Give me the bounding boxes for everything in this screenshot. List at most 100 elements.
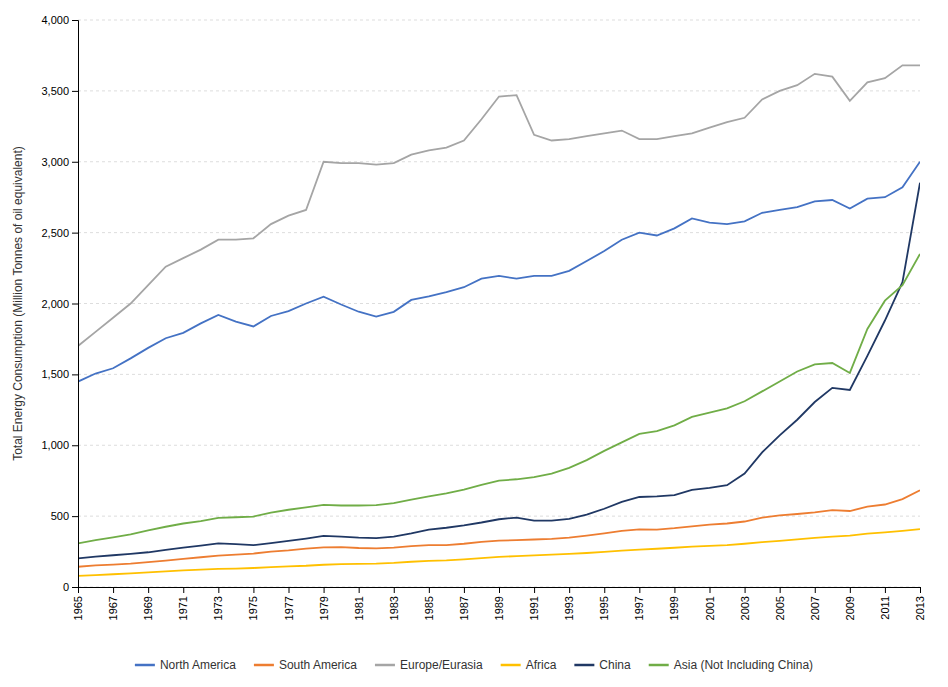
- x-tick-mark: [429, 587, 430, 593]
- y-tick: 3,000: [41, 156, 78, 168]
- x-tick-label: 1989: [493, 596, 505, 620]
- legend-swatch: [649, 664, 669, 667]
- x-tick: 1985: [423, 587, 435, 620]
- grid-line: [78, 161, 920, 162]
- legend-label: Europe/Eurasia: [400, 658, 483, 672]
- x-tick: 1999: [668, 587, 680, 620]
- x-tick-mark: [710, 587, 711, 593]
- x-tick-label: 1995: [598, 596, 610, 620]
- y-tick-label: 500: [51, 510, 69, 522]
- y-tick-mark: [72, 516, 78, 517]
- y-axis-line: [72, 21, 79, 588]
- y-axis: 0 500 1,000 1,500 2,000 2,500 3,000 3,500 4,000: [41, 14, 78, 593]
- x-tick-mark: [253, 587, 254, 593]
- x-tick-label: 1973: [212, 596, 224, 620]
- x-tick-label: 2005: [774, 596, 786, 620]
- x-tick-label: 1985: [423, 596, 435, 620]
- x-tick-mark: [604, 587, 605, 593]
- legend-swatch: [501, 664, 521, 667]
- x-tick-mark: [745, 587, 746, 593]
- legend-item: China: [574, 658, 631, 672]
- y-axis-title: Total Energy Consumption (Million Tonnes…: [11, 146, 25, 461]
- legend-label: Africa: [526, 658, 557, 672]
- x-tick-mark: [639, 587, 640, 593]
- x-tick-label: 2003: [739, 596, 751, 620]
- x-tick-mark: [780, 587, 781, 593]
- x-tick: 2005: [774, 587, 786, 620]
- legend-item: Europe/Eurasia: [375, 658, 483, 672]
- x-tick: 1991: [528, 587, 540, 620]
- x-tick: 2007: [809, 587, 821, 620]
- y-tick-mark: [72, 162, 78, 163]
- legend: North America South America Europe/Eurasia…: [135, 658, 813, 672]
- x-tick-label: 1991: [528, 596, 540, 620]
- x-tick: 2011: [879, 587, 891, 620]
- x-tick: 1989: [493, 587, 505, 620]
- x-tick: 1995: [598, 587, 610, 620]
- grid-line: [78, 516, 920, 517]
- y-tick: 3,500: [41, 85, 78, 97]
- x-axis: 1965 1967 1969 1971 1973 1975 1977 1979 1981 1983…: [72, 587, 926, 620]
- x-tick-mark: [499, 587, 500, 593]
- x-tick-label: 2007: [809, 596, 821, 620]
- y-tick-label: 4,000: [41, 14, 69, 26]
- x-tick-label: 2013: [914, 596, 926, 620]
- x-tick-mark: [815, 587, 816, 593]
- x-tick: 2001: [704, 587, 716, 620]
- x-tick: 2003: [739, 587, 751, 620]
- x-tick-mark: [218, 587, 219, 593]
- x-tick: 1977: [283, 587, 295, 620]
- lines: [78, 65, 920, 576]
- x-tick-mark: [464, 587, 465, 593]
- x-tick: 1975: [247, 587, 259, 620]
- x-tick: 2013: [914, 587, 926, 620]
- x-tick-mark: [289, 587, 290, 593]
- grid-line: [78, 445, 920, 446]
- x-tick: 2009: [844, 587, 856, 620]
- x-tick: 1969: [142, 587, 154, 620]
- x-tick-label: 2001: [704, 596, 716, 620]
- x-tick-label: 1983: [388, 596, 400, 620]
- y-tick-label: 2,500: [41, 227, 69, 239]
- x-tick-label: 2009: [844, 596, 856, 620]
- y-tick-label: 0: [63, 581, 69, 593]
- series-line: [78, 254, 920, 543]
- x-tick-label: 1967: [107, 596, 119, 620]
- x-tick-label: 1965: [72, 596, 84, 620]
- x-tick-label: 1979: [318, 596, 330, 620]
- x-tick-label: 1975: [247, 596, 259, 620]
- x-tick: 1997: [633, 587, 645, 620]
- y-tick-label: 1,000: [41, 439, 69, 451]
- legend-swatch: [135, 664, 155, 667]
- y-tick: 2,000: [41, 298, 78, 310]
- x-tick-label: 1971: [177, 596, 189, 620]
- series-line: [78, 183, 920, 559]
- x-tick: 1993: [563, 587, 575, 620]
- series-line: [78, 490, 920, 566]
- y-tick: 1,000: [41, 439, 78, 451]
- y-tick-label: 2,000: [41, 298, 69, 310]
- x-tick-mark: [113, 587, 114, 593]
- x-tick-label: 1993: [563, 596, 575, 620]
- x-tick-mark: [885, 587, 886, 593]
- y-tick-mark: [72, 20, 78, 21]
- y-tick-mark: [72, 304, 78, 305]
- x-tick-mark: [850, 587, 851, 593]
- y-tick-mark: [72, 445, 78, 446]
- x-tick-label: 1999: [668, 596, 680, 620]
- legend-label: North America: [160, 658, 236, 672]
- x-tick-mark: [183, 587, 184, 593]
- legend-item: Asia (Not Including China): [649, 658, 813, 672]
- x-tick: 1981: [353, 587, 365, 620]
- legend-item: North America: [135, 658, 236, 672]
- legend-item: South America: [254, 658, 357, 672]
- x-axis-line: [79, 588, 921, 594]
- y-tick-label: 1,500: [41, 368, 69, 380]
- x-tick-label: 1981: [353, 596, 365, 620]
- x-tick-mark: [534, 587, 535, 593]
- x-tick: 1967: [107, 587, 119, 620]
- grid-line: [78, 303, 920, 304]
- y-tick-mark: [72, 374, 78, 375]
- x-tick: 1979: [318, 587, 330, 620]
- x-tick: 1971: [177, 587, 189, 620]
